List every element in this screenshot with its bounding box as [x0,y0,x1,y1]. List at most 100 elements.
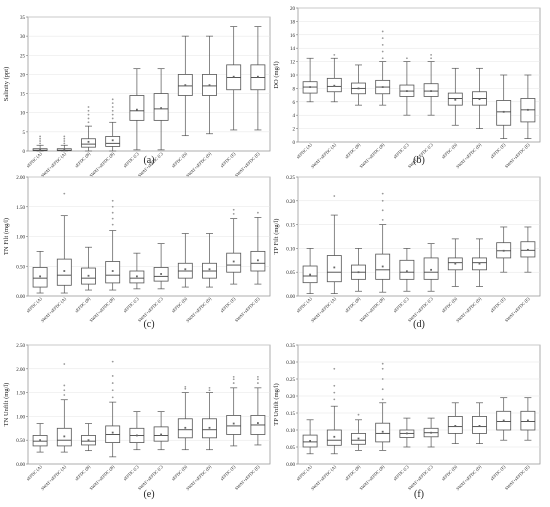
outlier-point [430,57,432,60]
y-tick-label: 0.05 [286,271,295,276]
outlier-point [63,363,66,365]
category-label: sEFDC (D) [441,142,459,160]
outlier-point [87,106,90,108]
panel-label: (a) [143,155,154,166]
outlier-point [111,113,114,116]
outlier-point [184,385,187,388]
y-tick-label: 30 [20,35,26,40]
mean-marker [333,266,336,269]
outlier-point [232,378,235,381]
chart-panel-6: 0.00 0.05 0.10 0.15 0.20 0.25 0.30 0.35 TP Unfil… [273,344,541,500]
outlier-point [430,54,432,56]
outlier-point [333,391,336,394]
mean-marker [357,87,360,90]
panel-label: (e) [143,489,154,500]
outlier-point [381,218,384,221]
mean-marker [381,430,384,433]
y-tick-label: 1.50 [16,206,25,211]
outlier-point [87,109,90,112]
outlier-point [111,117,114,120]
mean-marker [63,270,66,272]
mean-marker [527,248,529,251]
outlier-point [111,223,114,226]
outlier-point [87,121,90,124]
outlier-point [333,398,336,401]
category-label: SWAT+sEFDC (B) [88,151,115,178]
mean-marker [527,108,529,111]
outlier-point [381,362,384,365]
outlier-point [232,212,235,215]
category-label: SWAT+sEFDC (D) [455,296,483,324]
y-tick-label: 1.00 [16,236,25,241]
outlier-point [111,396,114,399]
outlier-point [257,382,259,384]
outlier-point [87,113,90,116]
outlier-point [111,211,114,214]
panel-label: (c) [143,319,154,330]
outlier-point [406,57,408,60]
mean-marker [39,148,41,151]
y-tick-label: 10 [290,74,296,79]
category-label: sEFDC (E) [219,151,237,169]
y-axis-title: DO (mg/l) [273,61,280,88]
y-tick-label: 0.25 [286,176,295,181]
category-label: sEFDC (E) [219,464,237,482]
category-label: sEFDC (C) [122,151,140,169]
y-tick-label: 15 [20,93,26,98]
mean-marker [232,75,235,78]
mean-marker [232,422,235,425]
mean-marker [136,434,138,437]
outlier-point [87,117,90,120]
mean-marker [184,426,187,429]
mean-marker [39,439,41,442]
category-label: sEFDC (C) [122,296,140,314]
mean-marker [333,435,336,438]
outlier-point [63,384,66,387]
outlier-point [39,142,41,145]
mean-marker [232,260,235,263]
mean-marker [381,86,384,88]
outlier-point [63,192,66,195]
mean-marker [454,262,457,265]
mean-marker [257,75,259,78]
iqr-box [447,415,463,434]
outlier-point [63,137,66,140]
category-label: sEFDC (A) [295,464,313,482]
y-tick-label: 18 [290,20,296,25]
mean-marker [160,107,162,110]
mean-marker [111,431,114,434]
outlier-point [333,367,336,370]
mean-marker [87,140,90,143]
y-tick-label: 16 [290,34,296,39]
y-tick-label: 2 [293,128,296,133]
y-axis-title: TN Unfilt (mg/l) [3,383,10,427]
outlier-point [63,142,66,145]
y-tick-label: 14 [290,47,296,52]
outlier-point [381,43,384,46]
category-label: sEFDC (C) [392,142,410,160]
outlier-point [184,387,187,390]
chart-panel-4: 0.00 0.05 0.10 0.15 0.20 0.25 TP Filt (mg/l) sE… [273,176,541,330]
iqr-box [226,415,242,435]
mean-marker [111,270,114,272]
outlier-point [381,50,384,53]
outlier-point [357,413,360,416]
category-label: SWAT+sEFDC (B) [358,296,385,323]
outlier-point [381,30,384,33]
y-axis-title: TP Filt (mg/l) [273,219,280,255]
y-tick-label: 12 [290,61,296,66]
category-label: sEFDC (A) [295,296,313,314]
mean-marker [430,90,432,92]
outlier-point [381,367,384,370]
outlier-point [232,375,235,378]
iqr-box [153,93,169,121]
y-axis-title: Salinity (ppt) [3,67,10,101]
outlier-point [381,37,384,40]
y-tick-label: 1.50 [16,392,25,397]
outlier-point [111,360,114,363]
outlier-point [63,389,66,392]
category-label: sEFDC (B) [74,464,92,482]
outlier-point [333,54,336,56]
mean-marker [309,439,311,442]
